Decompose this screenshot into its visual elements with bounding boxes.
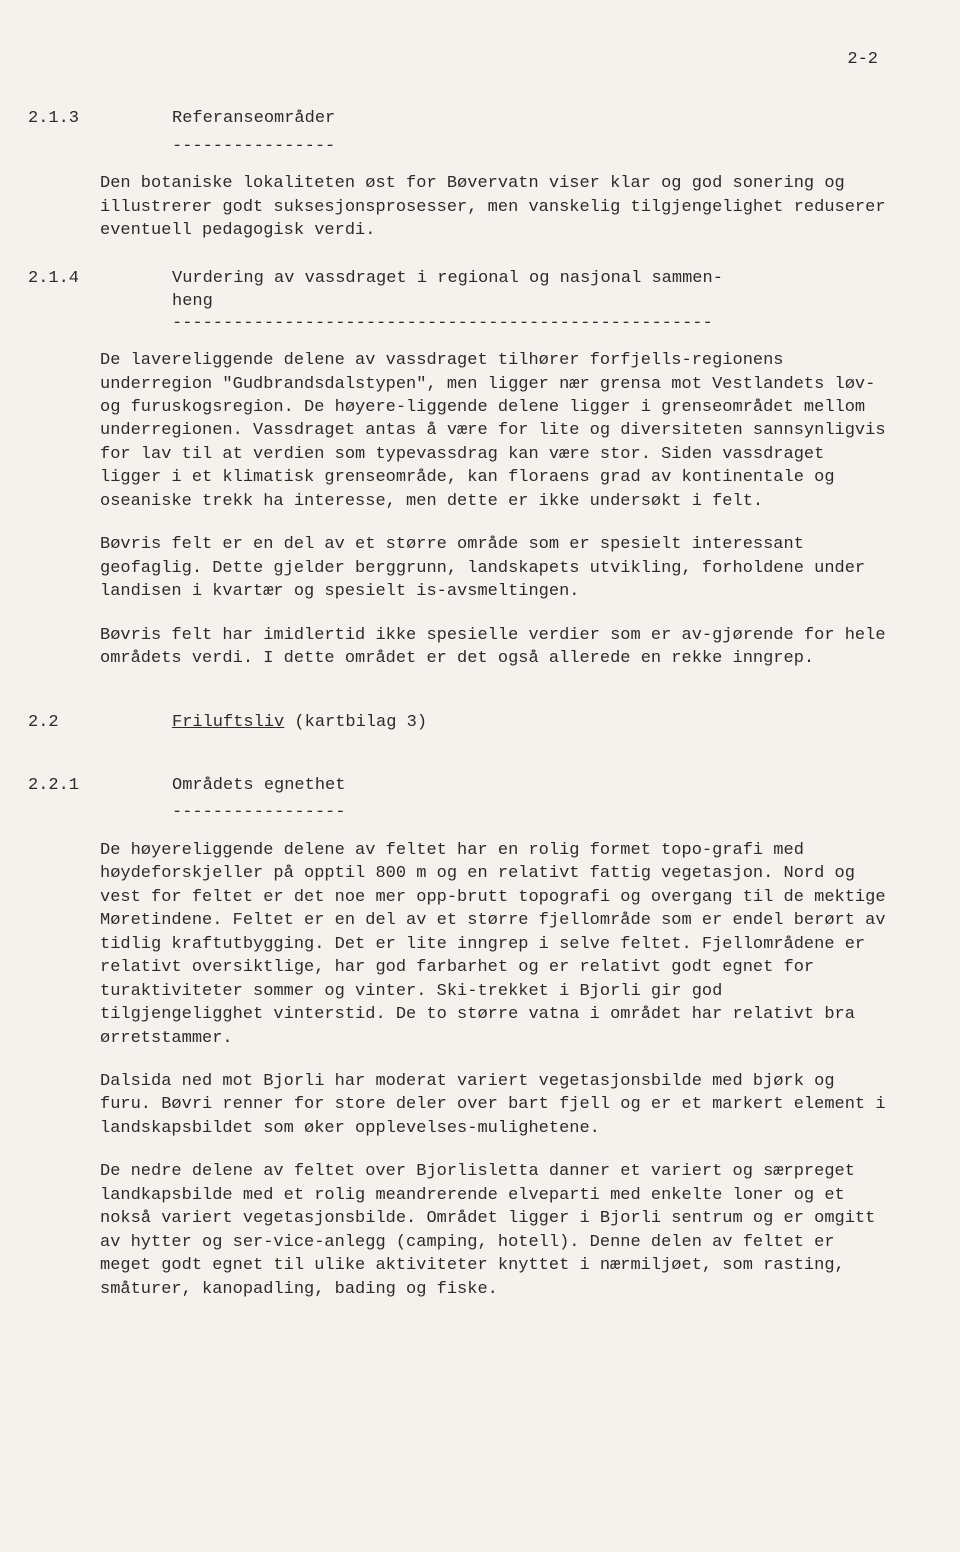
paragraph: Bøvris felt er en del av et større områd… bbox=[100, 533, 888, 603]
section-title: Referanseområder bbox=[172, 109, 335, 128]
section-number: 2.2 bbox=[100, 711, 172, 734]
paragraph: Dalsida ned mot Bjorli har moderat varie… bbox=[100, 1070, 888, 1140]
section-title: Friluftsliv bbox=[172, 713, 284, 732]
section-221-rule: ----------------- bbox=[172, 801, 888, 824]
section-214-heading: 2.1.4Vurdering av vassdraget i regional … bbox=[100, 267, 888, 290]
section-title: Områdets egnethet bbox=[172, 776, 345, 795]
section-221-heading: 2.2.1Områdets egnethet bbox=[100, 774, 888, 797]
paragraph: De lavereliggende delene av vassdraget t… bbox=[100, 349, 888, 513]
paragraph: Bøvris felt har imidlertid ikke spesiell… bbox=[100, 624, 888, 671]
section-214-rule: ----------------------------------------… bbox=[172, 312, 888, 335]
section-number: 2.1.4 bbox=[100, 267, 172, 290]
section-number: 2.2.1 bbox=[100, 774, 172, 797]
section-title-line2: heng bbox=[100, 290, 888, 313]
section-213-rule: ---------------- bbox=[172, 135, 888, 158]
section-number: 2.1.3 bbox=[100, 107, 172, 130]
section-213-heading: 2.1.3Referanseområder bbox=[100, 107, 888, 130]
paragraph: Den botaniske lokaliteten øst for Bøverv… bbox=[100, 172, 888, 242]
section-22-heading: 2.2Friluftsliv (kartbilag 3) bbox=[100, 711, 888, 734]
section-title-line1: Vurdering av vassdraget i regional og na… bbox=[172, 269, 723, 288]
paragraph: De høyereliggende delene av feltet har e… bbox=[100, 839, 888, 1050]
paragraph: De nedre delene av feltet over Bjorlisle… bbox=[100, 1160, 888, 1301]
section-suffix: (kartbilag 3) bbox=[284, 713, 427, 732]
page-number: 2-2 bbox=[100, 48, 888, 71]
